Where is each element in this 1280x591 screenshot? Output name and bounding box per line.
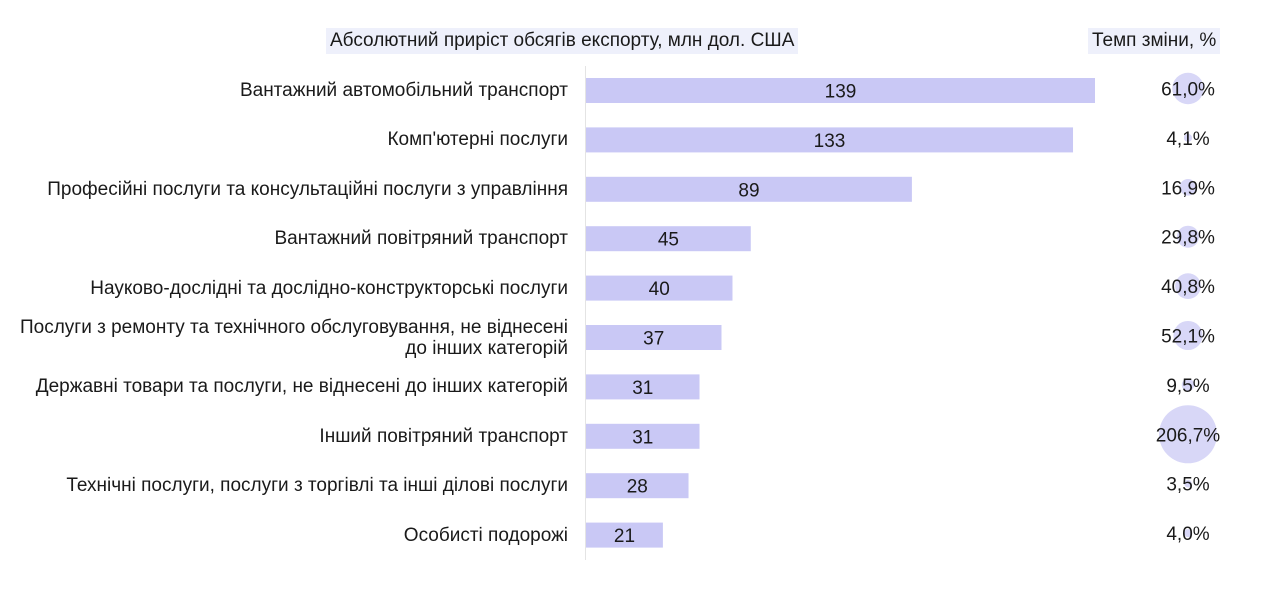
bar [586, 374, 700, 400]
bar [586, 127, 1074, 153]
bar-value-label: 89 [738, 180, 759, 201]
category-label: Вантажний повітряний транспорт [274, 228, 568, 250]
rate-bubble [1175, 273, 1201, 299]
bar-value-label: 45 [658, 230, 679, 251]
rate-value-label: 29,8% [1161, 228, 1215, 249]
bar-value-label: 133 [814, 131, 846, 152]
rate-bubble [1179, 179, 1197, 196]
rate-bubble [1181, 378, 1195, 392]
bar [586, 423, 700, 449]
rate-bubble [1183, 133, 1193, 142]
bar [586, 226, 751, 252]
category-label: Вантажний автомобільний транспорт [239, 80, 568, 101]
rate-bubble [1183, 529, 1193, 538]
bar [586, 473, 689, 499]
rate-value-label: 3,5% [1166, 475, 1209, 496]
bar [586, 522, 663, 548]
category-label: Особисті подорожі [403, 524, 568, 546]
rate-value-label: 9,5% [1166, 376, 1209, 397]
rate-value-label: 4,0% [1166, 524, 1209, 545]
rate-value-label: 61,0% [1161, 80, 1215, 101]
rate-bubble [1173, 320, 1203, 351]
category-label: Науково-дослідні та дослідно-конструктор… [90, 277, 568, 299]
bar [586, 176, 912, 202]
bar-value-label: 40 [649, 279, 670, 300]
rate-value-label: 4,1% [1166, 129, 1209, 150]
rate-value-label: 40,8% [1161, 277, 1215, 298]
rate-value-label: 52,1% [1161, 327, 1215, 348]
bar [586, 78, 1095, 103]
category-label: Інший повітряний транспорт [319, 425, 568, 447]
bar-value-label: 31 [632, 427, 653, 448]
category-label: Професійні послуги та консультаційні пос… [47, 178, 568, 200]
rate-title: Темп зміни, % [1088, 28, 1221, 54]
category-label: Послуги з ремонту та технічного обслугов… [19, 316, 568, 359]
rate-value-label: 206,7% [1156, 425, 1221, 446]
rate-bubble [1172, 72, 1204, 105]
bar-value-label: 31 [632, 378, 653, 399]
rate-bubble [1176, 225, 1200, 248]
bar-value-label: 139 [825, 82, 857, 103]
bar-value-label: 37 [643, 329, 664, 350]
chart-title: Абсолютний приріст обсягів експорту, млн… [326, 28, 799, 54]
category-label: Державні товари та послуги, не віднесені… [35, 376, 568, 398]
bar-value-label: 21 [614, 526, 635, 547]
bar [586, 325, 722, 350]
category-label: Технічні послуги, послуги з торгівлі та … [66, 475, 568, 497]
category-label: Комп'ютерні послуги [387, 129, 568, 151]
bar-value-label: 28 [627, 477, 648, 498]
rate-bubble [1159, 405, 1217, 464]
rate-bubble [1184, 479, 1192, 488]
rate-value-label: 16,9% [1161, 178, 1215, 199]
bar [586, 275, 733, 301]
